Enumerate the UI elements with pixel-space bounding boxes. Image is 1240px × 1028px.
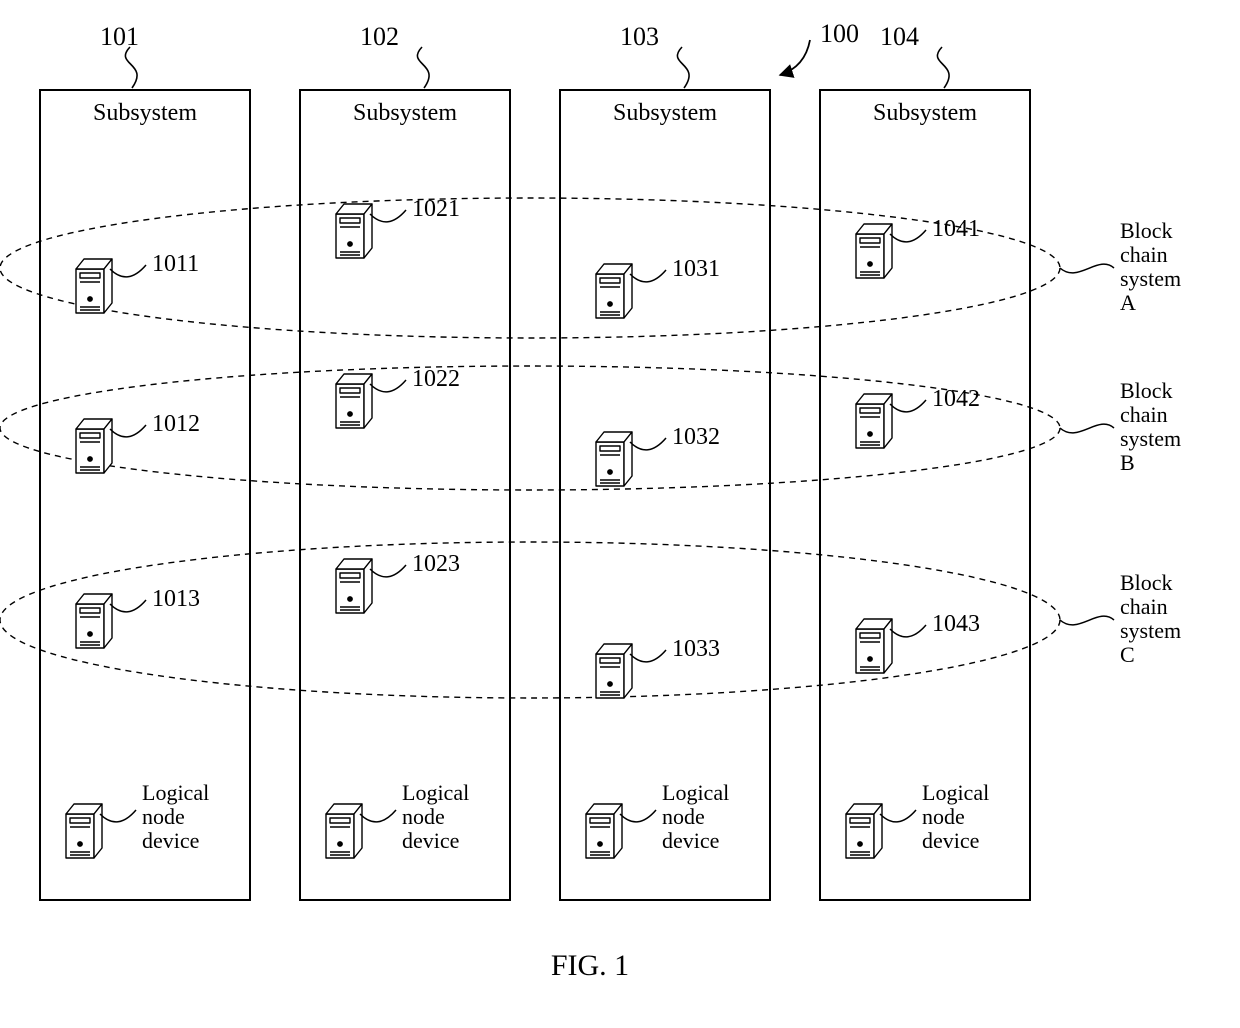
chain-label-1-3: B xyxy=(1120,450,1135,475)
server-1041 xyxy=(856,224,892,278)
chain-leader-1 xyxy=(1060,424,1114,433)
logical-node-label-1-1: node xyxy=(402,804,445,829)
server-1012 xyxy=(76,419,112,473)
logical-node-label-3-0: Logical xyxy=(922,780,989,805)
logical-node-label-1-2: device xyxy=(402,828,459,853)
chain-label-0-3: A xyxy=(1120,290,1136,315)
chain-label-1-0: Block xyxy=(1120,378,1173,403)
server-1013 xyxy=(76,594,112,648)
server-1031 xyxy=(596,264,632,318)
chain-label-0-2: system xyxy=(1120,266,1181,291)
logical-node-0 xyxy=(66,804,102,858)
ref-leader-3 xyxy=(937,47,949,88)
logical-node-label-2-2: device xyxy=(662,828,719,853)
subsystem-title-102: Subsystem xyxy=(353,100,457,126)
logical-node-label-2-0: Logical xyxy=(662,780,729,805)
server-1032 xyxy=(596,432,632,486)
subsystem-ref-103: 103 xyxy=(620,22,659,51)
chain-leader-0 xyxy=(1060,264,1114,273)
ref-leader-0 xyxy=(125,47,137,88)
server-ref-1033: 1033 xyxy=(672,636,720,662)
logical-node-label-1-0: Logical xyxy=(402,780,469,805)
server-ref-1032: 1032 xyxy=(672,424,720,450)
chain-label-1-1: chain xyxy=(1120,402,1168,427)
chain-label-1-2: system xyxy=(1120,426,1181,451)
logical-node-label-3-2: device xyxy=(922,828,979,853)
server-ref-1023: 1023 xyxy=(412,551,460,577)
ref-leader-2 xyxy=(677,47,689,88)
subsystem-ref-104: 104 xyxy=(880,22,919,51)
logical-node-label-0-0: Logical xyxy=(142,780,209,805)
logical-node-label-0-1: node xyxy=(142,804,185,829)
server-1023 xyxy=(336,559,372,613)
subsystem-ref-102: 102 xyxy=(360,22,399,51)
server-ref-1041: 1041 xyxy=(932,216,980,242)
chain-label-2-2: system xyxy=(1120,618,1181,643)
subsystem-title-103: Subsystem xyxy=(613,100,717,126)
logical-node-label-0-2: device xyxy=(142,828,199,853)
logical-node-label-3-1: node xyxy=(922,804,965,829)
server-ref-1042: 1042 xyxy=(932,386,980,412)
chain-label-0-1: chain xyxy=(1120,242,1168,267)
subsystem-title-101: Subsystem xyxy=(93,100,197,126)
server-ref-1021: 1021 xyxy=(412,196,460,222)
ref-leader-1 xyxy=(417,47,429,88)
subsystem-title-104: Subsystem xyxy=(873,100,977,126)
main-ref-arrow xyxy=(780,40,810,75)
subsystem-box-103 xyxy=(560,90,770,900)
main-ref-label: 100 xyxy=(820,19,859,48)
server-1021 xyxy=(336,204,372,258)
chain-label-2-1: chain xyxy=(1120,594,1168,619)
server-1011 xyxy=(76,259,112,313)
server-1042 xyxy=(856,394,892,448)
subsystem-ref-101: 101 xyxy=(100,22,139,51)
server-ref-1043: 1043 xyxy=(932,611,980,637)
chain-label-0-0: Block xyxy=(1120,218,1173,243)
subsystem-box-104 xyxy=(820,90,1030,900)
logical-node-3 xyxy=(846,804,882,858)
logical-node-2 xyxy=(586,804,622,858)
subsystem-box-101 xyxy=(40,90,250,900)
server-ref-1011: 1011 xyxy=(152,251,199,277)
chain-label-2-3: C xyxy=(1120,642,1135,667)
server-1033 xyxy=(596,644,632,698)
server-ref-1022: 1022 xyxy=(412,366,460,392)
logical-node-label-2-1: node xyxy=(662,804,705,829)
server-ref-1012: 1012 xyxy=(152,411,200,437)
figure-label: FIG. 1 xyxy=(551,949,629,982)
server-1043 xyxy=(856,619,892,673)
chain-leader-2 xyxy=(1060,616,1114,625)
logical-node-1 xyxy=(326,804,362,858)
chain-label-2-0: Block xyxy=(1120,570,1173,595)
server-ref-1031: 1031 xyxy=(672,256,720,282)
server-ref-1013: 1013 xyxy=(152,586,200,612)
server-1022 xyxy=(336,374,372,428)
